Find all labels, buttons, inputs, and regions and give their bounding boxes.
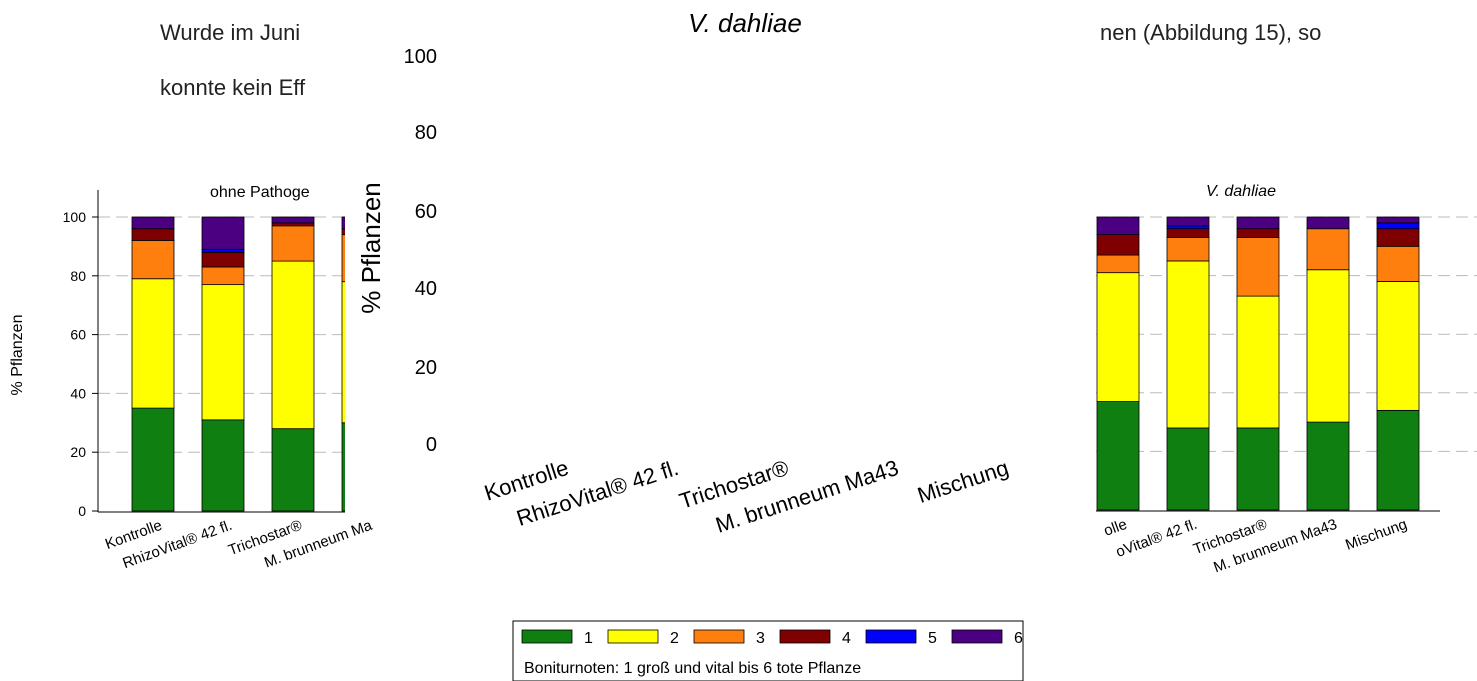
bar-segment: [201, 216, 245, 250]
center-overlay-bg: [345, 0, 1095, 520]
chart-right-grid: [1096, 216, 1477, 452]
legend-label: 1: [584, 630, 593, 647]
x-tick-label: Mischung: [1343, 516, 1409, 554]
legend-swatch: [779, 629, 831, 644]
doc-line1-right: nen (Abbildung 15), so: [1100, 20, 1321, 45]
bar-segment: [1166, 228, 1210, 238]
center-overlay-y-ticks: 0 20 40 60 80 100: [404, 46, 437, 456]
chart-left-bars: [131, 216, 385, 512]
bar-segment: [1166, 427, 1210, 511]
bar-segment: [1166, 225, 1210, 230]
doc-line2-left: konnte kein Eff: [160, 75, 306, 100]
bar-segment: [201, 248, 245, 253]
chart-right-bars: [1096, 216, 1420, 511]
center-y-tick-label: 100: [404, 46, 437, 68]
bar-segment: [201, 266, 245, 286]
legend-label: 4: [842, 630, 851, 647]
center-y-tick-label: 40: [415, 278, 437, 300]
legend-label: 6: [1014, 630, 1023, 647]
y-tick-label: 80: [70, 268, 86, 284]
legend-label: 2: [670, 630, 679, 647]
bar-segment: [201, 419, 245, 512]
bar-segment: [1166, 216, 1210, 227]
legend-swatch: [951, 629, 1003, 644]
bar-segment: [1236, 228, 1280, 238]
bar-segment: [1376, 245, 1420, 282]
x-tick-label: M. brunneum Ma43: [1211, 516, 1339, 576]
center-y-tick-label: 80: [415, 122, 437, 144]
bar-segment: [1236, 237, 1280, 297]
legend-swatch: [521, 629, 573, 644]
bar-segment: [1306, 421, 1350, 511]
y-tick-label: 20: [70, 444, 86, 460]
legend-items: 1 2 3 4 5 6: [521, 629, 1023, 647]
bar-segment: [1096, 254, 1140, 274]
doc-line1-left: Wurde im Juni: [160, 20, 300, 45]
legend-swatch: [693, 629, 745, 644]
y-tick-label: 40: [70, 385, 86, 401]
bar-segment: [1166, 237, 1210, 262]
bar-segment: [131, 240, 175, 280]
bar-segment: [201, 284, 245, 421]
legend: 1 2 3 4 5 6 Boniturnoten: 1 groß und vital bi…: [512, 620, 1024, 681]
bar-segment: [1306, 269, 1350, 423]
y-tick-label: 100: [63, 209, 87, 225]
bar-segment: [1166, 260, 1210, 429]
center-overlay-ylabel: % Pflanzen: [356, 182, 386, 314]
bar-segment: [1306, 228, 1350, 271]
bar-segment: [1096, 272, 1140, 402]
bar-segment: [1376, 216, 1420, 224]
chart-left-y-ticks: 0 20 40 60 80 100: [63, 209, 98, 519]
bar-segment: [1236, 295, 1280, 429]
center-y-tick-label: 60: [415, 201, 437, 223]
legend-caption: Boniturnoten: 1 groß und vital bis 6 tot…: [524, 660, 861, 677]
bar-segment: [271, 222, 315, 227]
bar-segment: [1306, 216, 1350, 230]
bar-segment: [1096, 401, 1140, 511]
bar-segment: [131, 407, 175, 512]
bar-segment: [131, 278, 175, 409]
center-y-tick-label: 0: [426, 434, 437, 456]
bar-segment: [131, 228, 175, 241]
chart-left-title: ohne Pathoge: [210, 184, 310, 201]
bar-segment: [1376, 281, 1420, 411]
bar-segment: [1096, 216, 1140, 235]
bar-segment: [1096, 234, 1140, 256]
x-tick-label: oVital® 42 fl.: [1114, 516, 1200, 561]
center-y-tick-label: 20: [415, 357, 437, 379]
bar-segment: [271, 225, 315, 262]
x-tick-label: olle: [1102, 516, 1130, 540]
bar-segment: [1376, 228, 1420, 247]
y-tick-label: 60: [70, 327, 86, 343]
bar-segment: [271, 260, 315, 430]
bar-segment: [271, 216, 315, 224]
legend-label: 5: [928, 630, 937, 647]
bar-segment: [201, 251, 245, 268]
legend-swatch: [865, 629, 917, 644]
chart-left-ylabel: % Pflanzen: [9, 315, 26, 396]
bar-segment: [131, 216, 175, 230]
bar-segment: [271, 428, 315, 512]
bar-segment: [1236, 427, 1280, 511]
legend-label: 3: [756, 630, 765, 647]
legend-box: [512, 620, 1024, 681]
bar-segment: [1376, 409, 1420, 511]
legend-swatch: [607, 629, 659, 644]
center-overlay-title: V. dahliae: [688, 8, 802, 38]
y-tick-label: 0: [78, 503, 86, 519]
bar-segment: [1236, 216, 1280, 230]
chart-right-title: V. dahliae: [1206, 183, 1276, 200]
bar-segment: [1376, 222, 1420, 230]
